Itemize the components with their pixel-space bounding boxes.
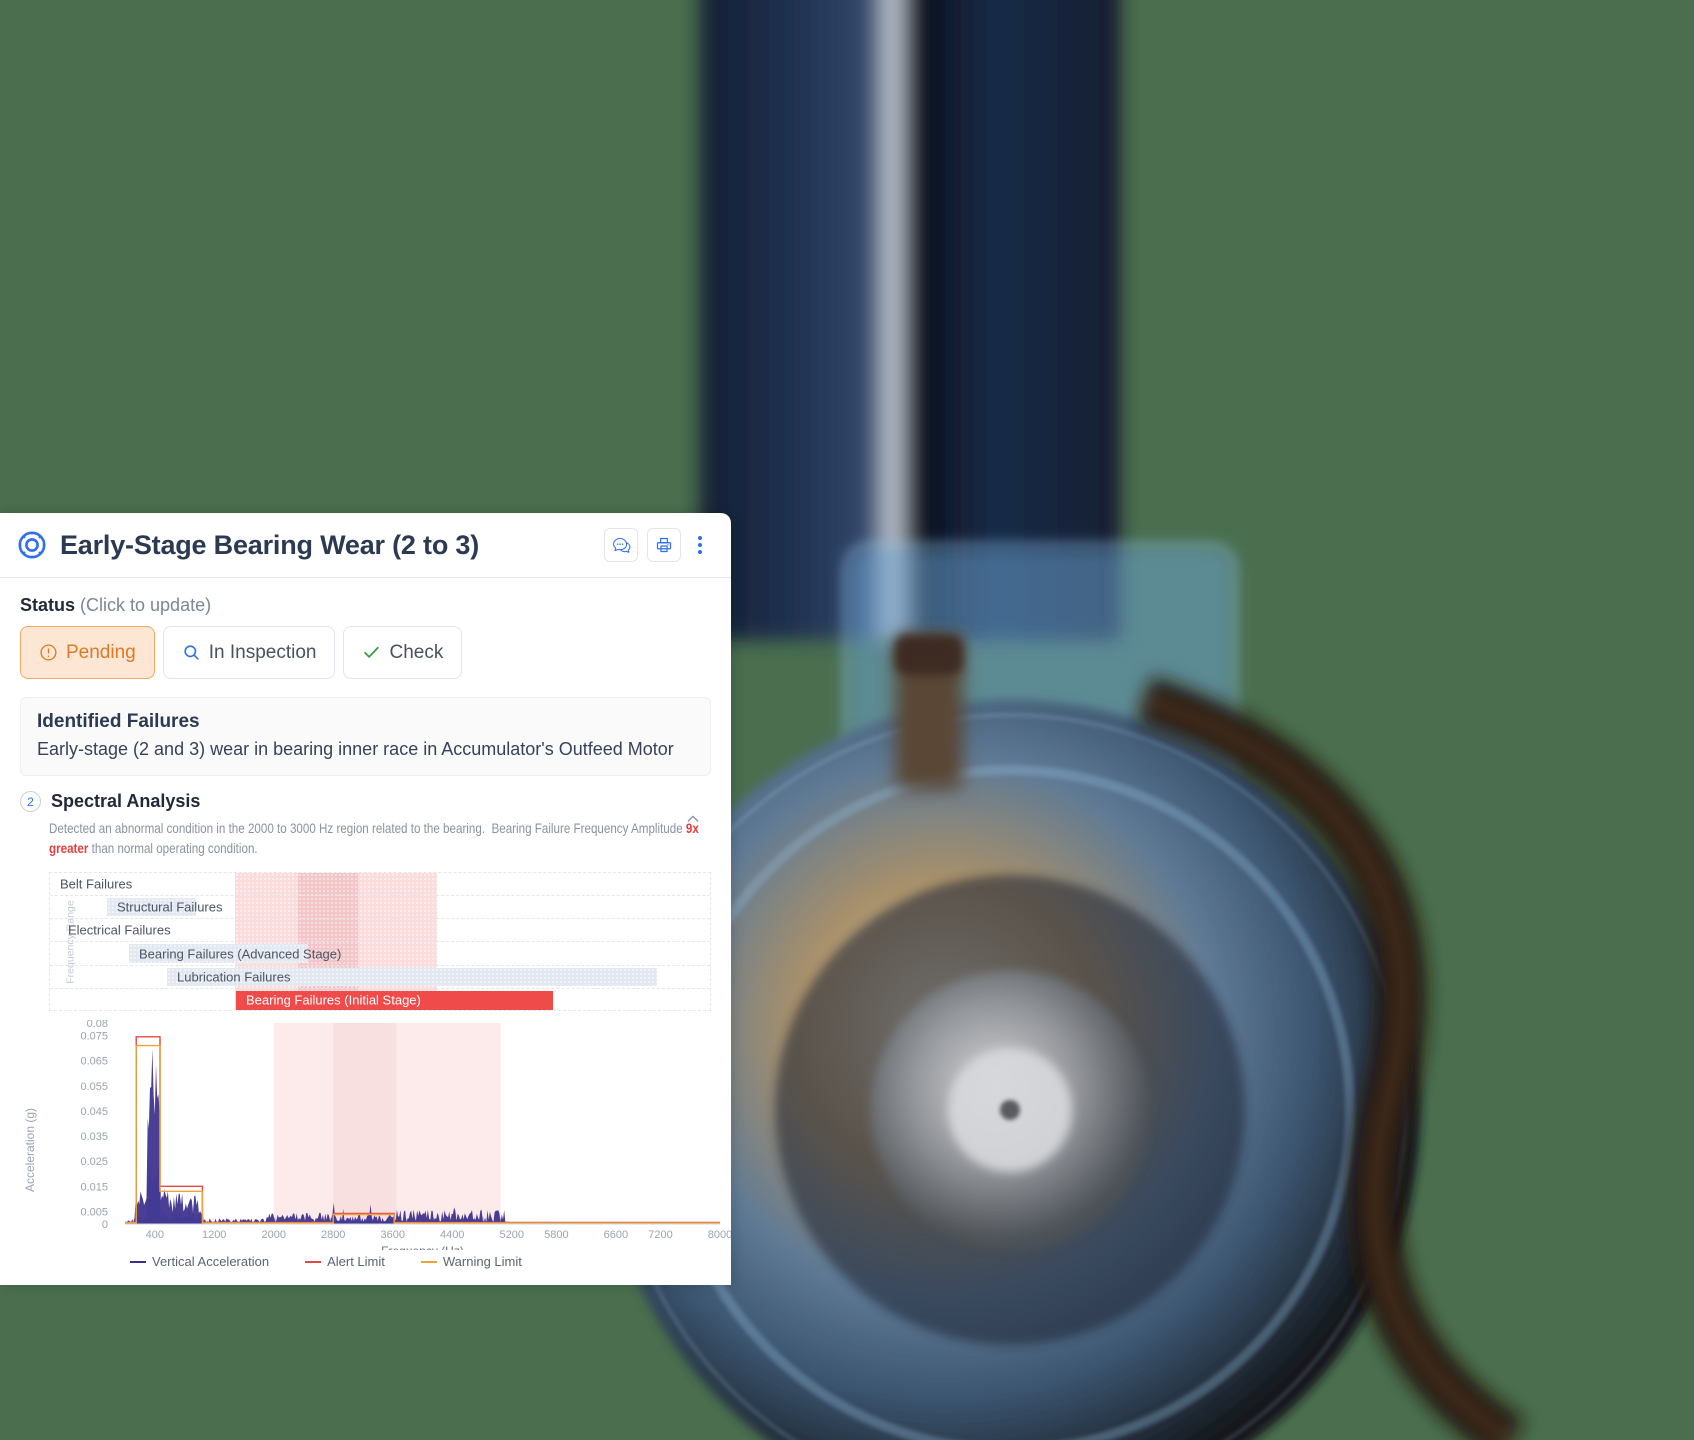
- svg-text:2800: 2800: [321, 1229, 345, 1241]
- svg-text:6600: 6600: [604, 1229, 628, 1241]
- svg-text:7200: 7200: [648, 1229, 672, 1241]
- svg-text:0.035: 0.035: [80, 1131, 108, 1143]
- svg-text:0.015: 0.015: [80, 1181, 108, 1193]
- svg-text:4400: 4400: [440, 1229, 464, 1241]
- svg-text:2000: 2000: [262, 1229, 286, 1241]
- svg-text:0.075: 0.075: [80, 1031, 108, 1043]
- svg-text:1200: 1200: [202, 1229, 226, 1241]
- svg-text:5800: 5800: [544, 1229, 568, 1241]
- svg-text:3600: 3600: [381, 1229, 405, 1241]
- svg-text:8000: 8000: [708, 1229, 731, 1241]
- svg-text:Acceleration (g): Acceleration (g): [23, 1108, 37, 1192]
- svg-text:400: 400: [146, 1229, 164, 1241]
- svg-text:0.005: 0.005: [80, 1206, 108, 1218]
- svg-text:5200: 5200: [500, 1229, 524, 1241]
- svg-text:0.065: 0.065: [80, 1056, 108, 1068]
- svg-text:0.08: 0.08: [87, 1020, 108, 1030]
- svg-text:Frequency (Hz): Frequency (Hz): [381, 1244, 464, 1250]
- svg-text:0.055: 0.055: [80, 1081, 108, 1093]
- svg-text:0: 0: [102, 1219, 108, 1231]
- svg-text:0.025: 0.025: [80, 1156, 108, 1168]
- svg-text:0.045: 0.045: [80, 1106, 108, 1118]
